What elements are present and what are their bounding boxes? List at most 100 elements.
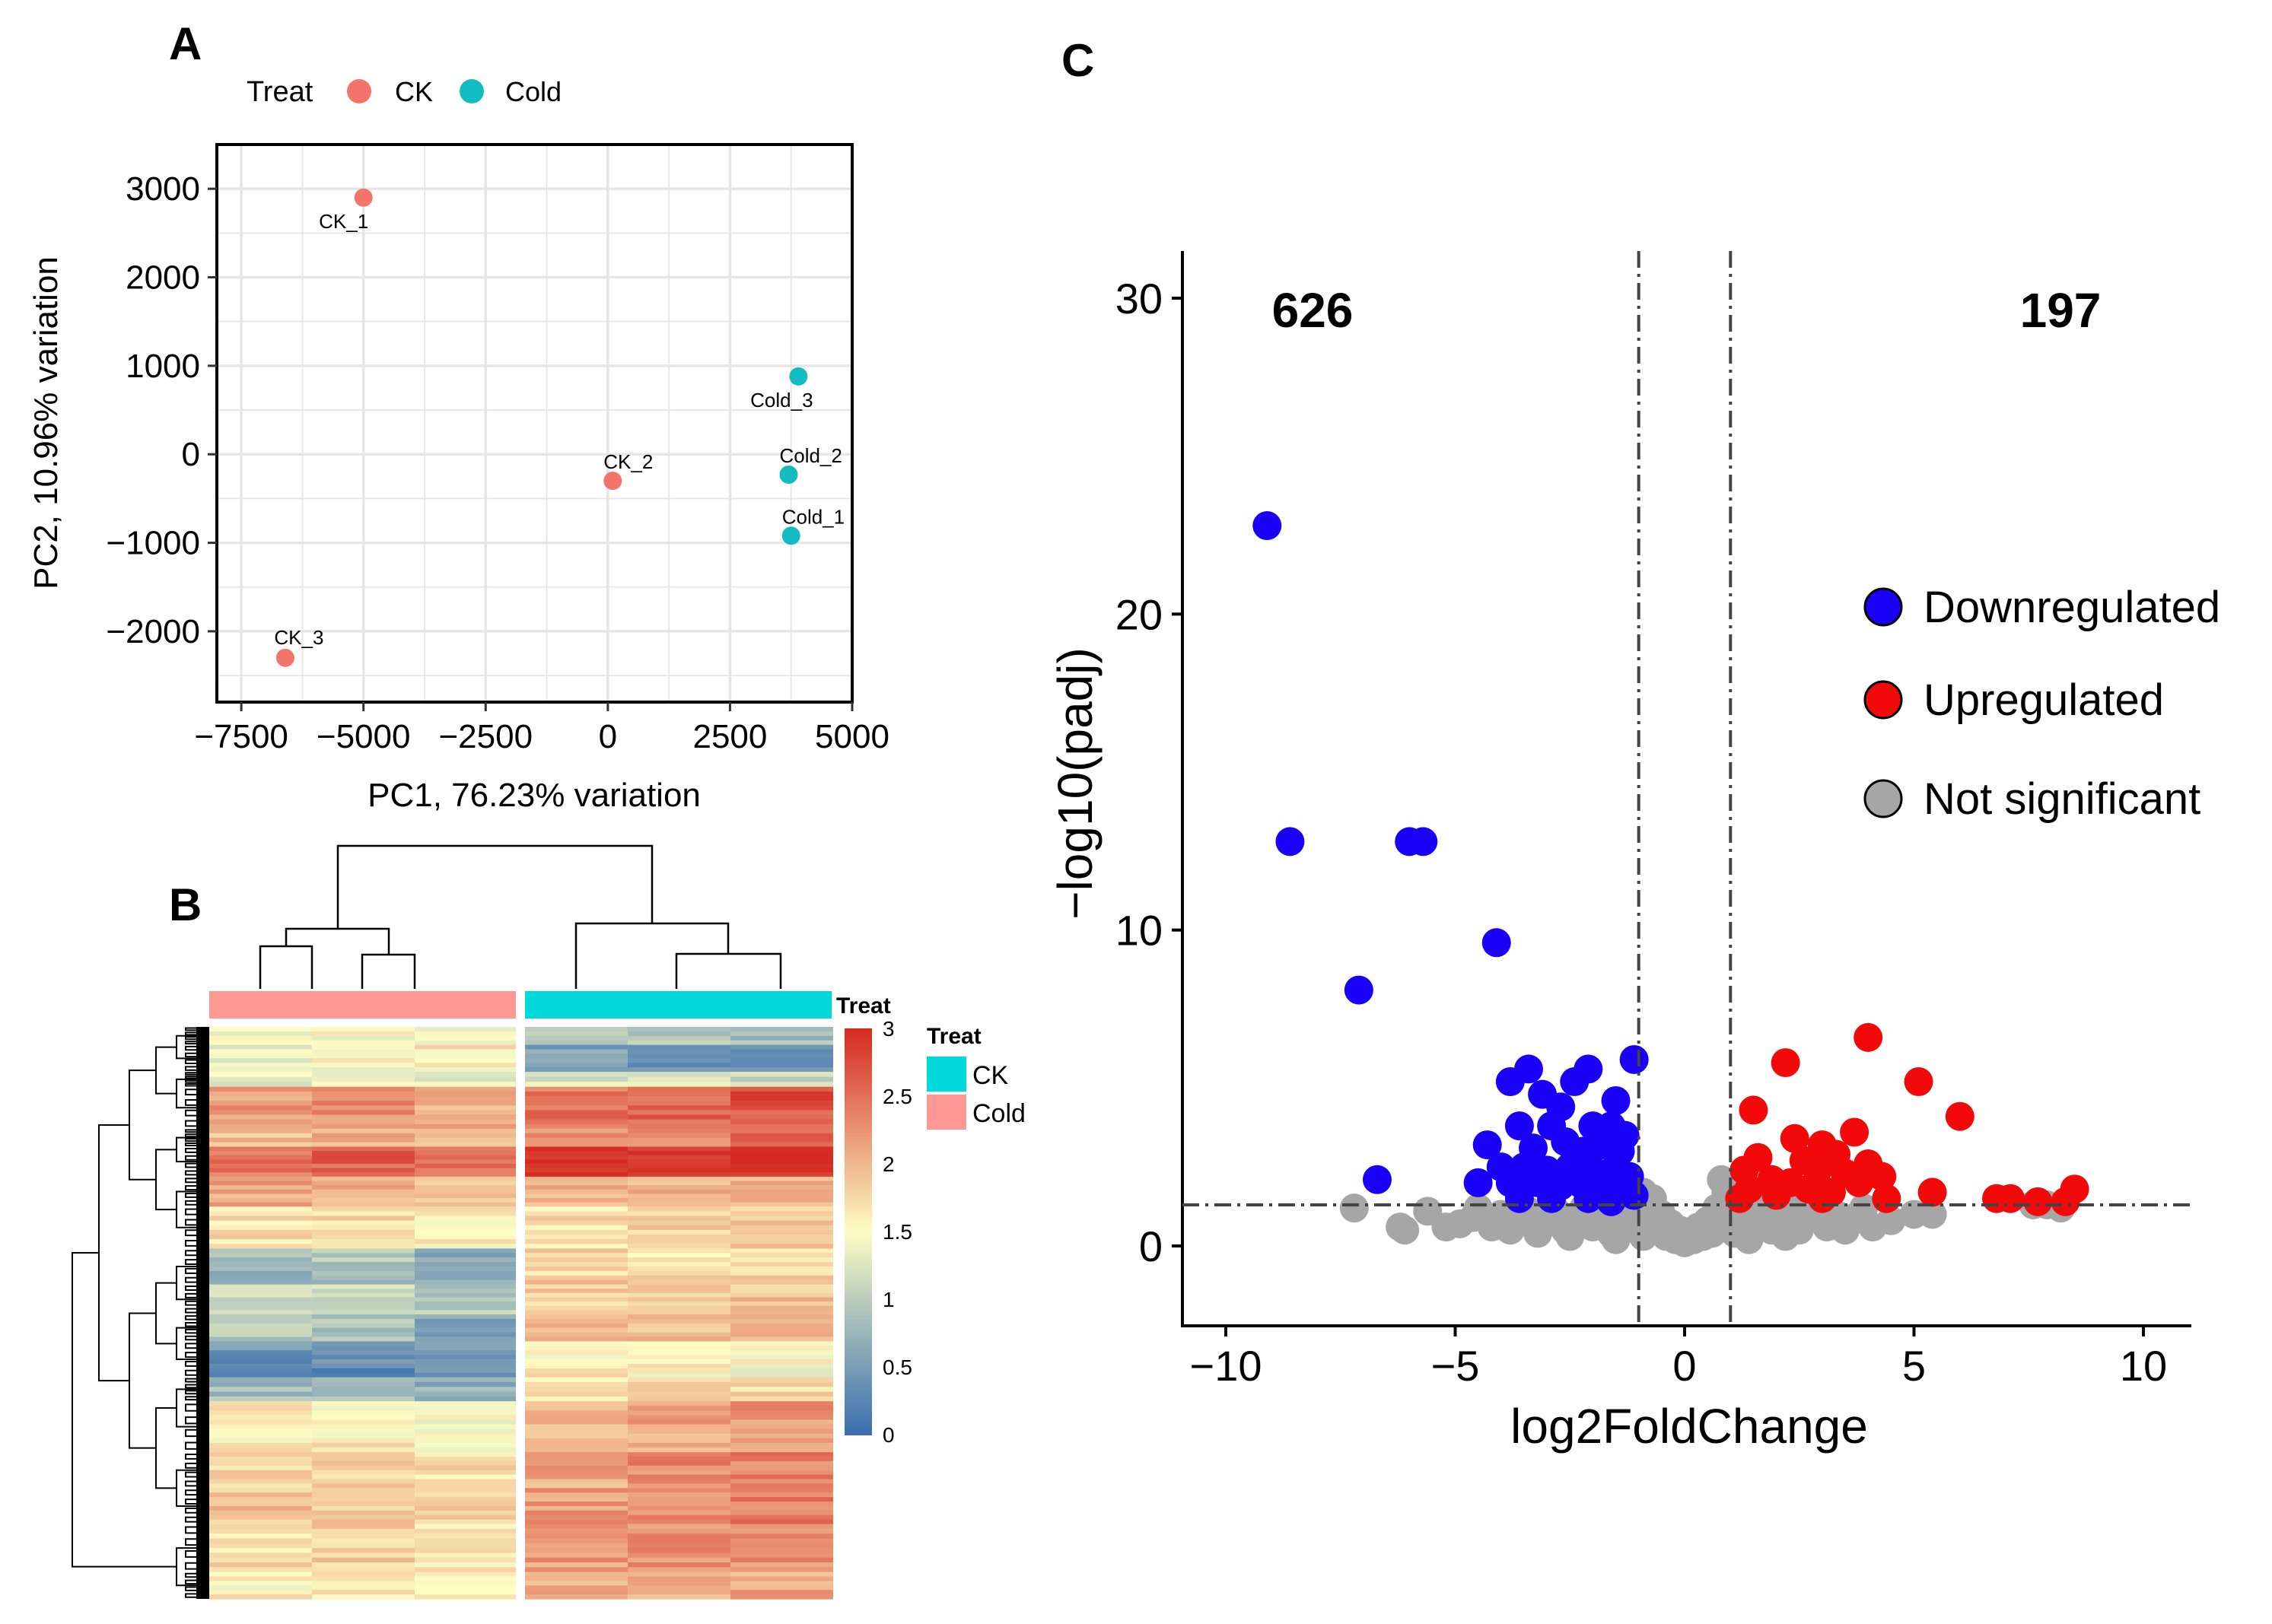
row-dendrogram-twig (185, 1066, 196, 1071)
heatmap-cell (628, 1289, 730, 1294)
heatmap-cell (525, 1391, 628, 1397)
colorbar-segment (845, 1340, 872, 1344)
volcano-point (1867, 1162, 1897, 1191)
row-dendrogram-twig (185, 1138, 196, 1143)
heatmap-cell (730, 1216, 833, 1222)
colorbar-segment (845, 1045, 872, 1050)
colorbar-segment (845, 1387, 872, 1392)
colorbar-segment (845, 1367, 872, 1371)
colorbar-segment (845, 1177, 872, 1182)
colorbar-segment (845, 1390, 872, 1395)
heatmap-cell (525, 1031, 628, 1037)
volcano-point (1619, 1181, 1649, 1210)
heatmap-cell (209, 1244, 312, 1249)
heatmap-cell (312, 1355, 415, 1360)
heatmap-cell (730, 1538, 833, 1544)
heatmap-cell (525, 1172, 628, 1177)
colorbar-segment (845, 1407, 872, 1412)
heatmap-cell (525, 1176, 628, 1182)
heatmap-cell (730, 1076, 833, 1082)
heatmap-cell (525, 1040, 628, 1046)
pca-point-cold-2 (779, 465, 798, 484)
row-dendrogram-twig (185, 1219, 196, 1226)
heatmap-cell (525, 1253, 628, 1258)
heatmap-cell (628, 1284, 730, 1289)
heatmap-cell (628, 1363, 730, 1369)
heatmap-cell (628, 1128, 730, 1134)
heatmap-cell (730, 1497, 833, 1502)
heatmap-cell (415, 1510, 517, 1516)
heatmap-cell (628, 1543, 730, 1549)
colorbar-segment (845, 1062, 872, 1066)
heatmap-cell (525, 1505, 628, 1511)
volcano-legend-label-up: Upregulated (1924, 675, 2164, 725)
volcano-point (1390, 1216, 1420, 1245)
colorbar-segment (845, 1232, 872, 1236)
heatmap-cell (209, 1543, 312, 1549)
heatmap-cell (730, 1323, 833, 1329)
heatmap-cell (730, 1114, 833, 1120)
colorbar-segment (845, 1251, 872, 1257)
colorbar-segment (845, 1248, 872, 1253)
heatmap-cell (525, 1244, 628, 1249)
heatmap-cell (209, 1031, 312, 1037)
volcano-point (1601, 1225, 1631, 1254)
colorbar-segment (845, 1072, 872, 1077)
heatmap-cell (730, 1159, 833, 1165)
heatmap-cell (312, 1318, 415, 1324)
heatmap-cell (628, 1189, 730, 1194)
heatmap-cell (312, 1262, 415, 1267)
heatmap-cell (209, 1305, 312, 1311)
heatmap-cell (312, 1415, 415, 1421)
heatmap-cell (415, 1119, 517, 1125)
heatmap-cell (525, 1216, 628, 1222)
colorbar-segment (845, 1316, 872, 1320)
heatmap-cell (312, 1502, 415, 1507)
heatmap-cell (209, 1346, 312, 1351)
heatmap-cell (628, 1419, 730, 1425)
heatmap-cell (415, 1465, 517, 1471)
row-dendrogram-twig (185, 1328, 196, 1334)
heatmap-cell (312, 1301, 415, 1307)
heatmap-cell (628, 1105, 730, 1111)
heatmap-cell (730, 1474, 833, 1480)
volcano-point (1275, 827, 1305, 856)
colorbar-segment (845, 1143, 872, 1148)
heatmap-cell (209, 1548, 312, 1553)
heatmap-cell (730, 1185, 833, 1190)
heatmap-cell (209, 1505, 312, 1511)
heatmap-cell (312, 1401, 415, 1406)
heatmap-cell (525, 1119, 628, 1125)
heatmap-cell (209, 1279, 312, 1286)
heatmap-cell (209, 1049, 312, 1055)
heatmap-cell (628, 1239, 730, 1244)
heatmap-cell (730, 1176, 833, 1182)
heatmap-cell (415, 1488, 517, 1493)
colorbar-segment (845, 1309, 872, 1314)
heatmap-cell (628, 1142, 730, 1148)
volcano-point (1771, 1048, 1800, 1078)
heatmap-cell (628, 1572, 730, 1578)
heatmap-cell (628, 1594, 730, 1600)
heatmap-cell (415, 1538, 517, 1544)
heatmap-cell (209, 1557, 312, 1563)
heatmap-cell (628, 1519, 730, 1525)
annotation-bar-cold (525, 991, 832, 1019)
heatmap-cell (730, 1248, 833, 1254)
heatmap-cell (312, 1159, 415, 1165)
heatmap-cell (312, 1483, 415, 1489)
colorbar-segment (845, 1170, 872, 1175)
colorbar-segment (845, 1076, 872, 1080)
heatmap-cell (415, 1082, 517, 1088)
heatmap-cell (312, 1270, 415, 1276)
heatmap-cell (730, 1257, 833, 1263)
heatmap-cell (415, 1063, 517, 1068)
volcano-point (1904, 1067, 1933, 1097)
heatmap-cell (525, 1279, 628, 1286)
heatmap-cell (628, 1460, 730, 1467)
volcano-point (1876, 1206, 1906, 1235)
heatmap-cell (312, 1197, 415, 1203)
heatmap-cell (628, 1456, 730, 1462)
heatmap-cell (525, 1438, 628, 1444)
heatmap-cell (628, 1359, 730, 1365)
